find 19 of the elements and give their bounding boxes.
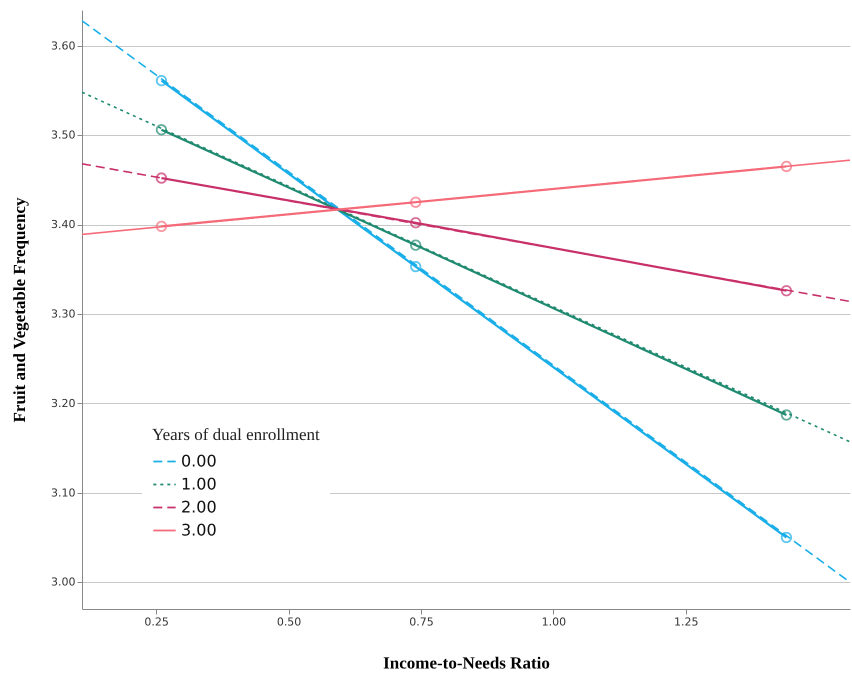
legend-label: 1.00 [181, 474, 217, 494]
legend-title: Years of dual enrollment [152, 425, 320, 444]
y-tick-label: 3.60 [51, 39, 76, 52]
x-tick-label: 0.75 [409, 616, 434, 628]
legend-label: 0.00 [181, 452, 217, 470]
x-tick-label: 1.00 [542, 616, 566, 628]
x-tick-label: 0.50 [276, 616, 302, 628]
y-tick-label: 3.20 [51, 396, 76, 410]
legend-label: 3.00 [181, 520, 217, 540]
legend-label: 2.00 [181, 498, 217, 516]
y-tick-label: 3.40 [51, 218, 76, 232]
y-axis-title: Fruit and Vegetable Frequency [10, 197, 30, 422]
x-axis-title: Income-to-Needs Ratio [383, 654, 550, 672]
y-tick-label: 3.30 [51, 307, 76, 320]
y-tick-label: 3.10 [51, 486, 76, 500]
x-tick-label: 0.25 [144, 616, 169, 628]
x-tick-label: 1.25 [674, 616, 699, 628]
y-tick-label: 3.00 [51, 576, 76, 589]
y-tick-label: 3.50 [51, 128, 76, 142]
